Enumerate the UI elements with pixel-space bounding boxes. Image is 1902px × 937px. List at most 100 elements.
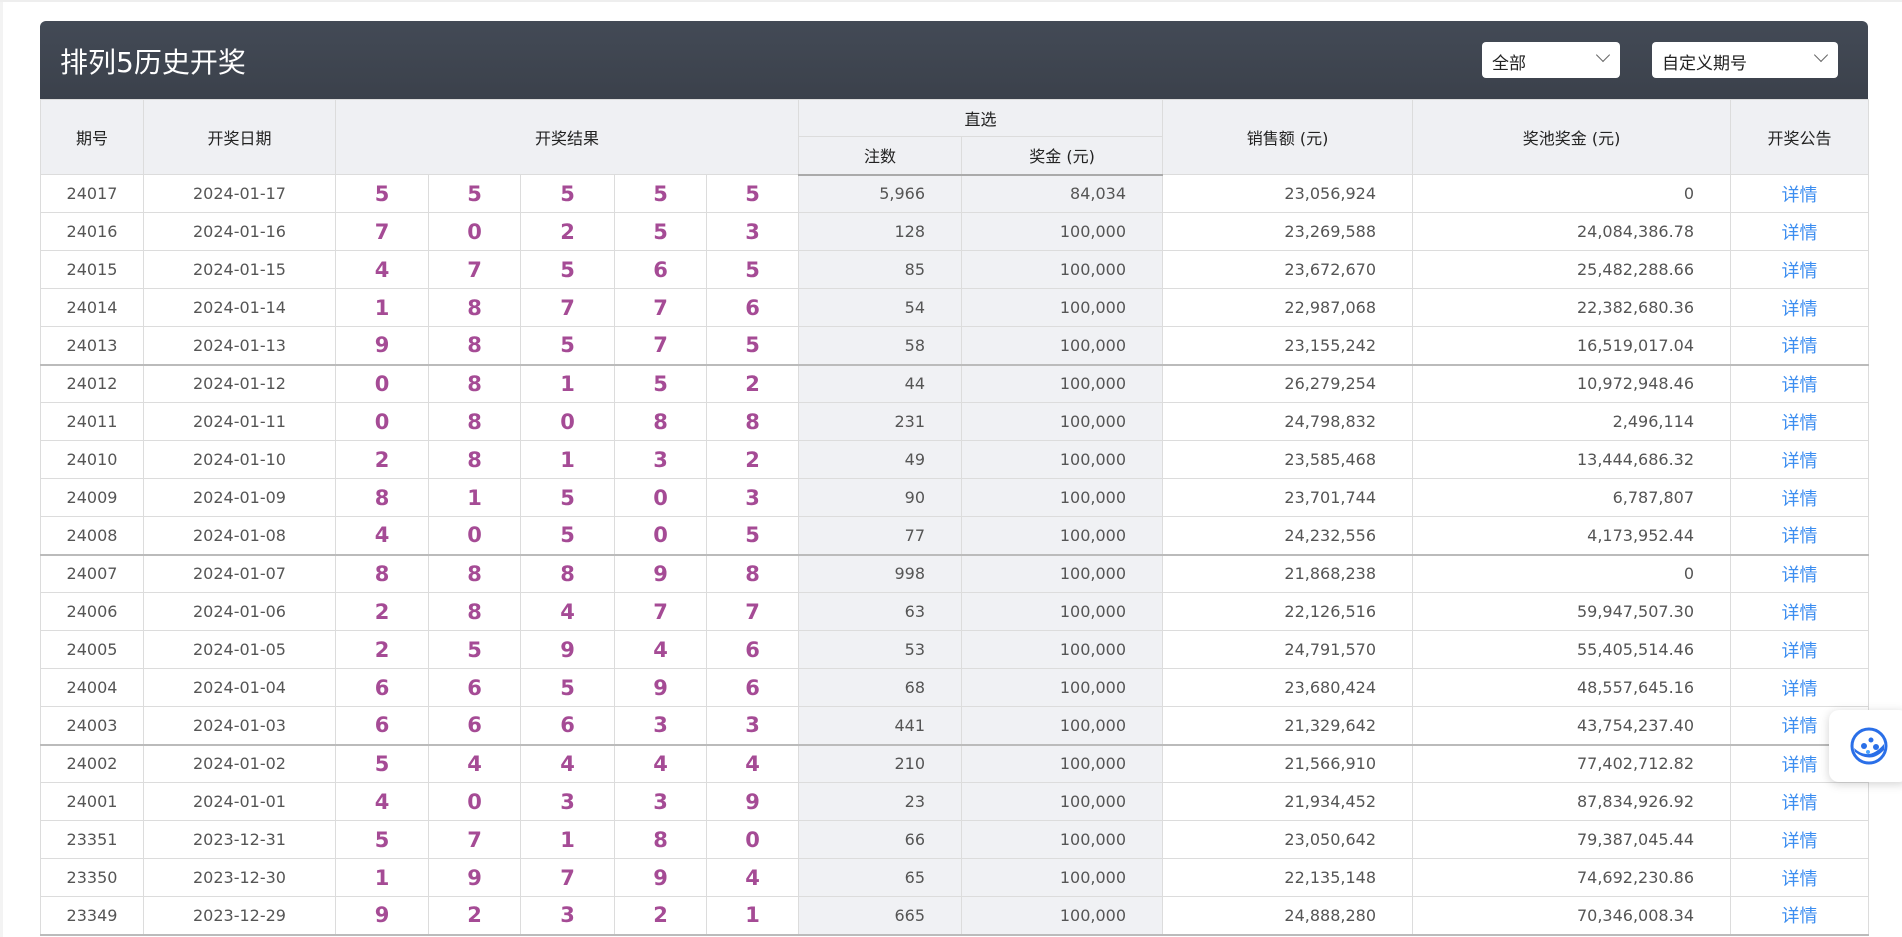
pool-cell: 48,557,645.16 (1412, 668, 1732, 707)
type-filter-select[interactable]: 全部 (1482, 42, 1620, 78)
bets-cell: 5,966 (798, 174, 963, 213)
details-link[interactable]: 详情 (1730, 858, 1870, 897)
prize-cell: 100,000 (961, 782, 1164, 821)
result-number: 6 (335, 706, 429, 746)
bets-cell: 231 (798, 402, 963, 441)
details-link[interactable]: 详情 (1730, 364, 1870, 403)
result-number: 7 (428, 250, 521, 289)
details-link[interactable]: 详情 (1730, 896, 1870, 936)
result-number: 8 (335, 554, 429, 593)
table-row: 24008 2024-01-08 4 0 5 0 5 77 100,000 24,232,556 4… (40, 516, 1870, 556)
details-link[interactable]: 详情 (1730, 554, 1870, 593)
result-number: 1 (705, 896, 800, 936)
result-number: 6 (705, 668, 800, 707)
result-number: 6 (614, 250, 707, 289)
panel-header: 排列5历史开奖 全部 自定义期号 (40, 21, 1868, 99)
prize-cell: 100,000 (961, 554, 1164, 593)
details-link[interactable]: 详情 (1730, 326, 1870, 366)
table-row: 24006 2024-01-06 2 8 4 7 7 63 100,000 22,126,516 5… (40, 592, 1870, 631)
date-cell: 2024-01-11 (143, 402, 336, 441)
result-number: 7 (614, 592, 707, 631)
result-number: 0 (335, 364, 429, 403)
details-link[interactable]: 详情 (1730, 782, 1870, 821)
table-row: 24016 2024-01-16 7 0 2 5 3 128 100,000 23,269,588… (40, 212, 1870, 251)
bets-cell: 54 (798, 288, 963, 327)
result-number: 7 (614, 326, 707, 366)
bets-cell: 210 (798, 744, 963, 783)
result-number: 9 (335, 326, 429, 366)
period-cell: 24009 (40, 478, 144, 517)
period-cell: 24012 (40, 364, 144, 403)
pool-cell: 13,444,686.32 (1412, 440, 1732, 479)
date-cell: 2024-01-15 (143, 250, 336, 289)
table-row: 24005 2024-01-05 2 5 9 4 6 53 100,000 24,791,570 5… (40, 630, 1870, 669)
result-number: 6 (705, 288, 800, 327)
table-row: 24002 2024-01-02 5 4 4 4 4 210 100,000 21,566,910… (40, 744, 1870, 783)
result-number: 2 (520, 212, 615, 251)
result-number: 5 (705, 516, 800, 556)
details-link[interactable]: 详情 (1730, 630, 1870, 669)
date-cell: 2024-01-03 (143, 706, 336, 746)
pool-cell: 25,482,288.66 (1412, 250, 1732, 289)
sales-cell: 24,232,556 (1162, 516, 1414, 556)
result-number: 1 (335, 858, 429, 897)
period-filter-select[interactable]: 自定义期号 (1652, 42, 1838, 78)
details-link[interactable]: 详情 (1730, 402, 1870, 441)
table-row: 23349 2023-12-29 9 2 3 2 1 665 100,000 24,888,280… (40, 896, 1870, 936)
table-row: 24003 2024-01-03 6 6 6 3 3 441 100,000 21,329,642… (40, 706, 1870, 746)
result-number: 9 (428, 858, 521, 897)
date-cell: 2024-01-10 (143, 440, 336, 479)
assistant-widget-button[interactable] (1829, 710, 1902, 782)
result-number: 9 (614, 668, 707, 707)
details-link[interactable]: 详情 (1730, 516, 1870, 556)
details-link[interactable]: 详情 (1730, 820, 1870, 859)
period-cell: 24015 (40, 250, 144, 289)
prize-cell: 100,000 (961, 402, 1164, 441)
result-number: 0 (614, 478, 707, 517)
page-title: 排列5历史开奖 (60, 46, 246, 79)
details-link[interactable]: 详情 (1730, 288, 1870, 327)
date-cell: 2024-01-13 (143, 326, 336, 366)
pool-cell: 0 (1412, 174, 1732, 213)
details-link[interactable]: 详情 (1730, 212, 1870, 251)
result-number: 7 (428, 820, 521, 859)
bets-cell: 85 (798, 250, 963, 289)
result-number: 6 (335, 668, 429, 707)
pool-cell: 74,692,230.86 (1412, 858, 1732, 897)
date-cell: 2024-01-04 (143, 668, 336, 707)
sales-cell: 23,269,588 (1162, 212, 1414, 251)
details-link[interactable]: 详情 (1730, 250, 1870, 289)
result-number: 0 (428, 782, 521, 821)
result-number: 1 (520, 364, 615, 403)
result-number: 5 (520, 250, 615, 289)
sales-cell: 21,868,238 (1162, 554, 1414, 593)
details-link[interactable]: 详情 (1730, 478, 1870, 517)
details-link[interactable]: 详情 (1730, 440, 1870, 479)
result-number: 2 (335, 630, 429, 669)
result-number: 5 (335, 174, 429, 213)
result-number: 9 (335, 896, 429, 936)
details-link[interactable]: 详情 (1730, 174, 1870, 213)
result-number: 5 (614, 212, 707, 251)
date-cell: 2023-12-29 (143, 896, 336, 936)
result-number: 3 (705, 212, 800, 251)
col-notice: 开奖公告 (1730, 99, 1870, 175)
bets-cell: 441 (798, 706, 963, 746)
period-cell: 24003 (40, 706, 144, 746)
result-number: 3 (614, 782, 707, 821)
result-number: 6 (428, 706, 521, 746)
result-number: 5 (705, 326, 800, 366)
prize-cell: 100,000 (961, 820, 1164, 859)
result-number: 6 (705, 630, 800, 669)
details-link[interactable]: 详情 (1730, 592, 1870, 631)
result-number: 5 (520, 326, 615, 366)
page-edge (0, 2, 3, 937)
bets-cell: 128 (798, 212, 963, 251)
period-cell: 24014 (40, 288, 144, 327)
period-cell: 24010 (40, 440, 144, 479)
result-number: 1 (520, 820, 615, 859)
result-number: 4 (520, 592, 615, 631)
details-link[interactable]: 详情 (1730, 668, 1870, 707)
result-number: 2 (428, 896, 521, 936)
result-number: 4 (614, 744, 707, 783)
